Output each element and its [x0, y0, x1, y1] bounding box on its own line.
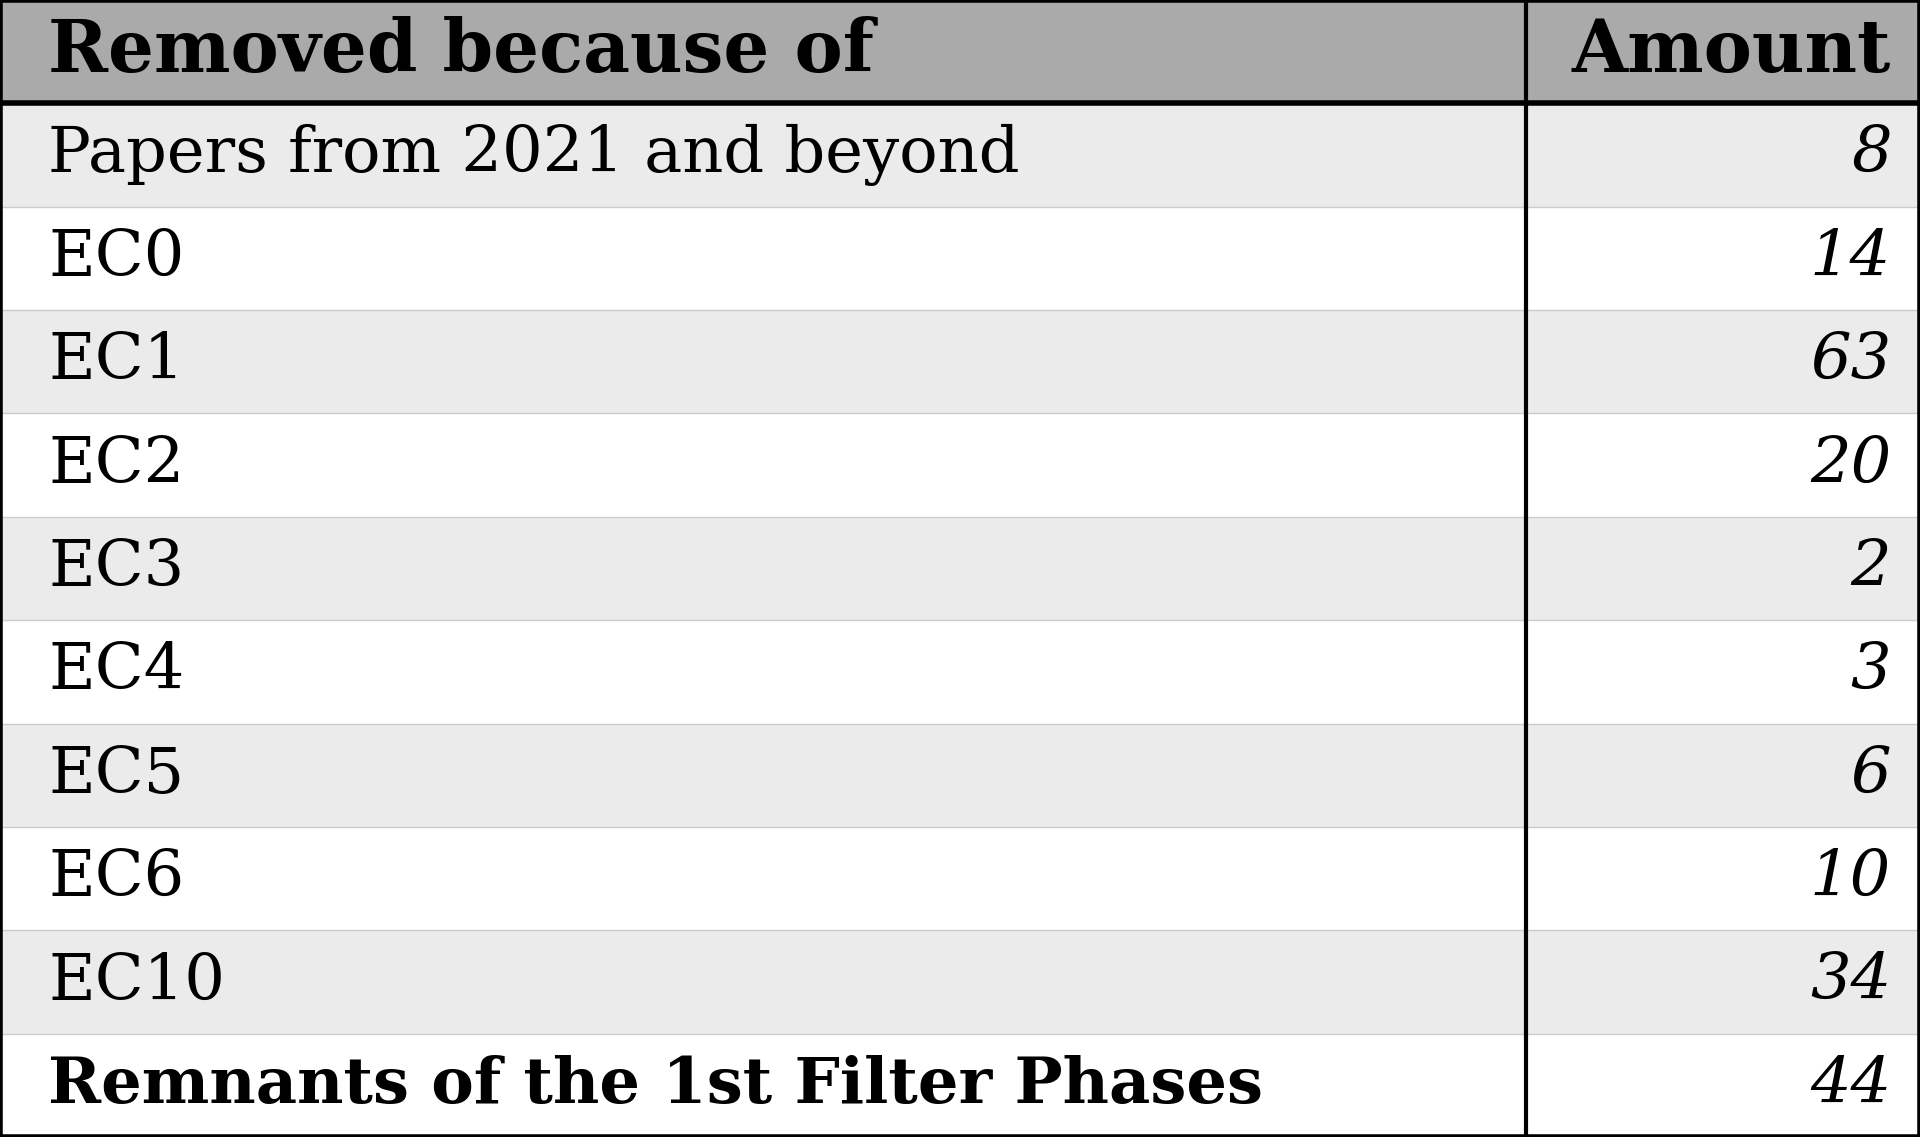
Text: Amount: Amount [1572, 16, 1891, 88]
Text: 63: 63 [1811, 331, 1891, 392]
Bar [0, 827, 1920, 930]
Bar [0, 0, 1920, 103]
Text: 34: 34 [1811, 952, 1891, 1013]
Bar [0, 310, 1920, 414]
Text: EC6: EC6 [48, 848, 184, 910]
Text: EC3: EC3 [48, 538, 184, 599]
Text: 14: 14 [1811, 227, 1891, 289]
Text: 44: 44 [1811, 1054, 1891, 1117]
Text: Papers from 2021 and beyond: Papers from 2021 and beyond [48, 124, 1020, 186]
Text: EC5: EC5 [48, 745, 184, 806]
Text: 8: 8 [1851, 124, 1891, 185]
Bar [0, 930, 1920, 1034]
Bar [0, 414, 1920, 517]
Bar [0, 723, 1920, 827]
Text: 2: 2 [1851, 538, 1891, 599]
Text: 6: 6 [1851, 745, 1891, 806]
Bar [0, 517, 1920, 620]
Text: EC1: EC1 [48, 331, 184, 392]
Bar [0, 103, 1920, 207]
Text: 10: 10 [1811, 848, 1891, 910]
Text: EC2: EC2 [48, 434, 184, 496]
Bar [0, 1034, 1920, 1137]
Text: 3: 3 [1851, 641, 1891, 703]
Text: EC0: EC0 [48, 227, 184, 289]
Text: Remnants of the 1st Filter Phases: Remnants of the 1st Filter Phases [48, 1055, 1263, 1115]
Text: 20: 20 [1811, 434, 1891, 496]
Text: EC10: EC10 [48, 952, 225, 1012]
Text: EC4: EC4 [48, 641, 184, 703]
Bar [0, 207, 1920, 310]
Text: Removed because of: Removed because of [48, 16, 874, 88]
Bar [0, 620, 1920, 723]
